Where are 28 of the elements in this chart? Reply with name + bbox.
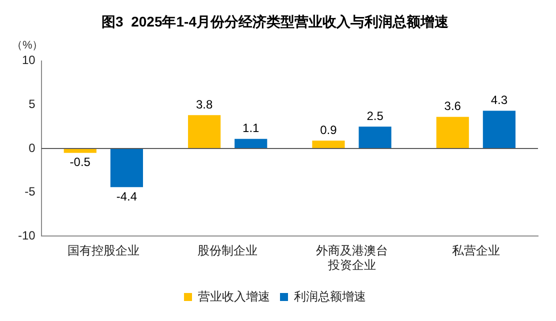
data-label: 0.9 xyxy=(320,122,338,137)
data-label: 3.6 xyxy=(444,99,462,114)
y-tick-label: 5 xyxy=(28,96,36,111)
x-tick-label: 外商及港澳台投资企业 xyxy=(316,244,388,272)
chart-title: 图3 2025年1-4月份分经济类型营业收入与利润总额增速 xyxy=(102,13,450,30)
x-tick-label: 国有控股企业 xyxy=(67,244,140,258)
data-label: 3.8 xyxy=(196,97,213,112)
y-tick-label: 10 xyxy=(22,53,36,68)
y-tick-label: 0 xyxy=(28,140,36,155)
y-tick-label: -5 xyxy=(24,184,36,199)
data-label: 4.3 xyxy=(490,93,508,108)
x-tick-label: 私营企业 xyxy=(452,244,500,258)
y-tick-label: -10 xyxy=(18,228,36,243)
bar xyxy=(312,140,345,148)
bar xyxy=(188,115,221,148)
data-label: -0.5 xyxy=(70,155,91,170)
data-label: 2.5 xyxy=(366,108,384,123)
bar xyxy=(482,110,516,148)
legend-label: 营业收入增速 xyxy=(198,289,270,304)
bar xyxy=(234,138,268,148)
y-axis-title: （%） xyxy=(11,39,44,52)
x-tick-label: 股份制企业 xyxy=(198,244,258,258)
bar xyxy=(436,116,469,148)
bar xyxy=(358,126,392,148)
data-label: -4.4 xyxy=(116,189,138,204)
legend-label: 利润总额增速 xyxy=(294,289,366,304)
bar xyxy=(110,148,144,188)
data-label: 1.1 xyxy=(242,121,260,136)
